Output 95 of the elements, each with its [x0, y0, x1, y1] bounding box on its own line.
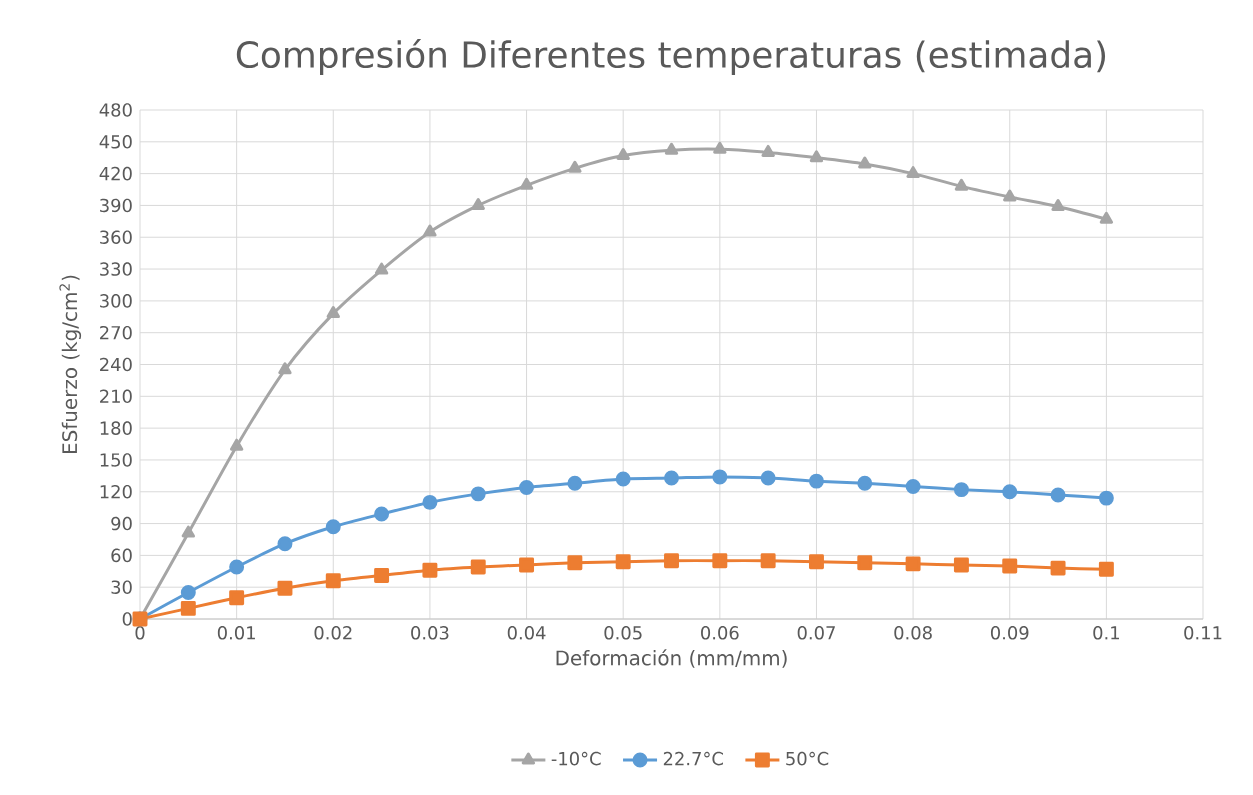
- y-tick-label: 150: [100, 453, 132, 467]
- point: [519, 480, 535, 495]
- point: [374, 506, 390, 522]
- y-tick-label: 420: [99, 166, 132, 181]
- point: [857, 475, 873, 491]
- y-tick-label: 30: [111, 580, 132, 594]
- y-tick-label: 480: [99, 103, 132, 117]
- x-tick-label: 0.05: [604, 626, 642, 640]
- point: [422, 494, 438, 510]
- point: [1050, 560, 1066, 576]
- point: [277, 580, 293, 596]
- y-tick-label: 330: [100, 262, 132, 276]
- point: [1098, 561, 1114, 577]
- x-tick-label: 0.11: [1184, 626, 1222, 640]
- point: [326, 306, 340, 319]
- point: [1098, 490, 1114, 506]
- point: [180, 585, 196, 600]
- point: [808, 473, 824, 489]
- point: [423, 224, 437, 237]
- point: [1002, 484, 1018, 500]
- point: [905, 478, 921, 494]
- point: [470, 559, 486, 575]
- point: [229, 438, 244, 451]
- point: [229, 559, 245, 575]
- point: [374, 262, 389, 275]
- x-tick-label: 0.04: [507, 626, 546, 640]
- point: [1002, 558, 1018, 574]
- y-tick-label: 270: [100, 325, 132, 340]
- point: [567, 555, 583, 571]
- legend-label: -10°C: [551, 751, 601, 766]
- y-tick-label: 360: [100, 230, 132, 245]
- x-tick-label: 0.06: [701, 626, 739, 640]
- point: [760, 470, 776, 486]
- point: [905, 556, 921, 572]
- x-tick-label: 0.08: [894, 626, 932, 640]
- legend-label: 22.7°C: [663, 751, 723, 766]
- point: [615, 471, 631, 487]
- point: [808, 554, 824, 570]
- point: [664, 470, 679, 486]
- point: [374, 568, 390, 583]
- y-tick-label: 390: [100, 198, 132, 213]
- point: [180, 600, 196, 616]
- point: [471, 197, 485, 210]
- point: [858, 156, 872, 169]
- point: [229, 590, 245, 606]
- point: [712, 553, 728, 569]
- point: [470, 486, 486, 502]
- point: [1099, 211, 1114, 224]
- point: [616, 148, 630, 161]
- point: [857, 555, 873, 571]
- legend-label: 50°C: [786, 751, 829, 766]
- y-tick-label: 180: [100, 421, 132, 435]
- y-tick-label: 450: [99, 135, 132, 149]
- point: [325, 573, 341, 589]
- point: [519, 557, 535, 573]
- point: [954, 178, 969, 191]
- point: [615, 554, 631, 570]
- point: [712, 469, 728, 485]
- point: [278, 362, 292, 375]
- y-tick-label: 120: [100, 484, 132, 499]
- y-tick-label: 60: [111, 548, 132, 563]
- point: [1003, 189, 1017, 202]
- point: [568, 160, 582, 173]
- point: [277, 536, 293, 552]
- point: [422, 562, 438, 578]
- point: [809, 150, 824, 163]
- x-tick-label: 0.1: [1093, 626, 1119, 640]
- point: [664, 553, 679, 569]
- point: [1051, 199, 1065, 211]
- y-tick-label: 0: [122, 612, 132, 626]
- point: [519, 177, 534, 190]
- point: [325, 519, 341, 535]
- x-tick-label: 0.02: [314, 626, 352, 640]
- chart-title: Compresión Diferentes temperaturas (estimada): [236, 38, 1106, 76]
- point: [953, 557, 969, 573]
- point: [1050, 487, 1066, 503]
- point: [181, 525, 195, 538]
- point: [664, 142, 679, 155]
- y-tick-label: 90: [111, 516, 132, 531]
- point: [567, 475, 583, 491]
- x-tick-label: 0.07: [797, 626, 835, 640]
- y-tick-label: 210: [100, 389, 132, 404]
- y-axis-title: ESfuerzo (kg/cm$^{2}$): [59, 275, 82, 454]
- y-tick-label: 300: [100, 294, 132, 308]
- x-axis-title: Deformación (mm/mm): [556, 649, 787, 668]
- point: [760, 553, 776, 569]
- point: [906, 166, 920, 179]
- point: [953, 482, 969, 498]
- point: [761, 144, 775, 157]
- point: [713, 141, 727, 154]
- x-tick-label: 0.09: [990, 626, 1029, 640]
- x-tick-label: 0: [135, 626, 145, 640]
- y-tick-label: 240: [100, 357, 132, 372]
- x-tick-label: 0.03: [411, 626, 449, 640]
- x-tick-label: 0.01: [217, 626, 255, 640]
